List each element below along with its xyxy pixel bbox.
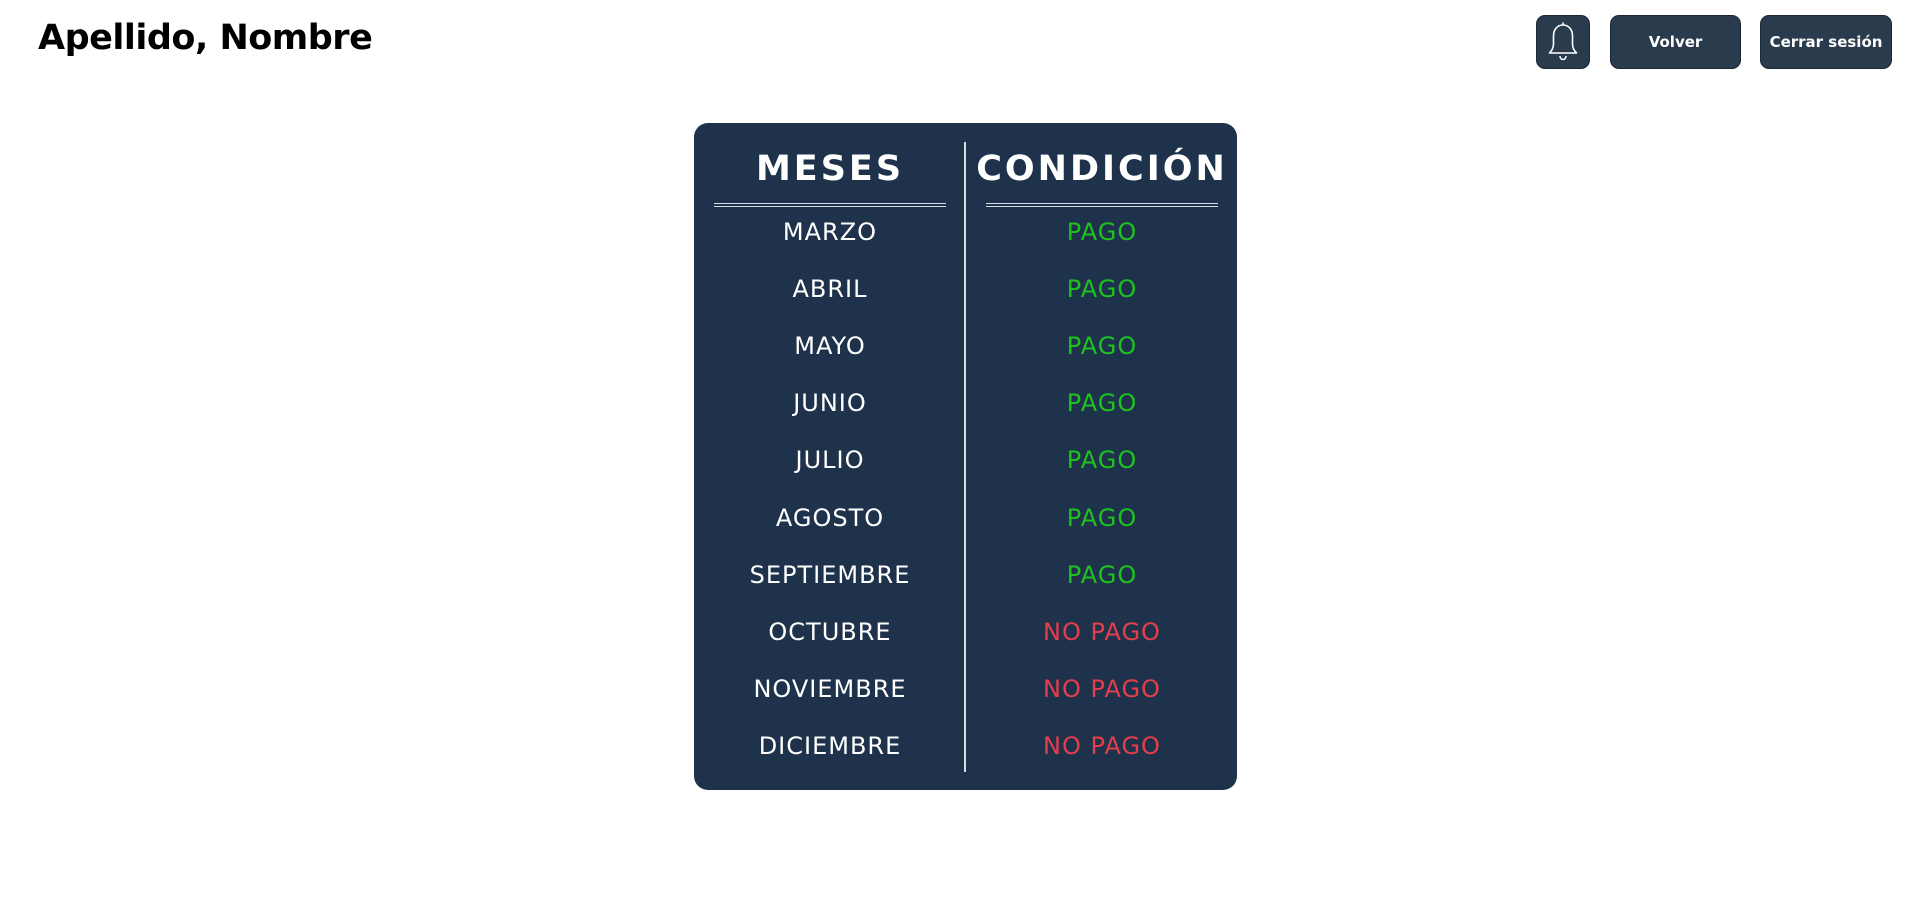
status-paid: PAGO [1066,331,1138,360]
month-cell: ABRIL [792,274,868,303]
months-header: MESES [755,149,905,189]
month-cell: OCTUBRE [768,617,892,646]
payments-table: MESES MARZO ABRIL MAYO JUNIO JULIO AGOSTO SEPT… [694,123,1237,790]
status-paid: PAGO [1066,503,1138,532]
back-button[interactable]: Volver [1610,15,1741,69]
month-cell: NOVIEMBRE [753,675,907,704]
user-name: Apellido, Nombre [38,18,373,58]
month-cell: SEPTIEMBRE [749,560,911,589]
header-divider [986,203,1218,207]
status-paid: PAGO [1066,389,1138,418]
status-header: CONDICIÓN [976,149,1228,189]
months-list: MARZO ABRIL MAYO JUNIO JULIO AGOSTO SEPTIEMBRE… [714,203,946,775]
month-cell: MAYO [794,331,866,360]
month-cell: AGOSTO [775,503,885,532]
status-column: CONDICIÓN PAGO PAGO PAGO PAGO PAGO PAGO PAGO NO… [976,123,1228,775]
column-divider [964,142,966,772]
notifications-button[interactable] [1536,15,1590,69]
status-paid: PAGO [1066,217,1138,246]
status-unpaid: NO PAGO [1043,675,1161,704]
month-cell: JULIO [795,446,865,475]
bell-icon [1548,22,1578,61]
logout-button[interactable]: Cerrar sesión [1760,15,1892,69]
month-cell: DICIEMBRE [758,732,902,761]
months-column: MESES MARZO ABRIL MAYO JUNIO JULIO AGOSTO SEPT… [714,123,946,775]
month-cell: JUNIO [793,389,867,418]
status-paid: PAGO [1066,560,1138,589]
status-paid: PAGO [1066,274,1138,303]
header-divider [714,203,946,207]
status-unpaid: NO PAGO [1043,732,1161,761]
status-paid: PAGO [1066,446,1138,475]
status-unpaid: NO PAGO [1043,617,1161,646]
status-list: PAGO PAGO PAGO PAGO PAGO PAGO PAGO NO PAGO NO PA… [986,203,1218,775]
month-cell: MARZO [782,217,878,246]
